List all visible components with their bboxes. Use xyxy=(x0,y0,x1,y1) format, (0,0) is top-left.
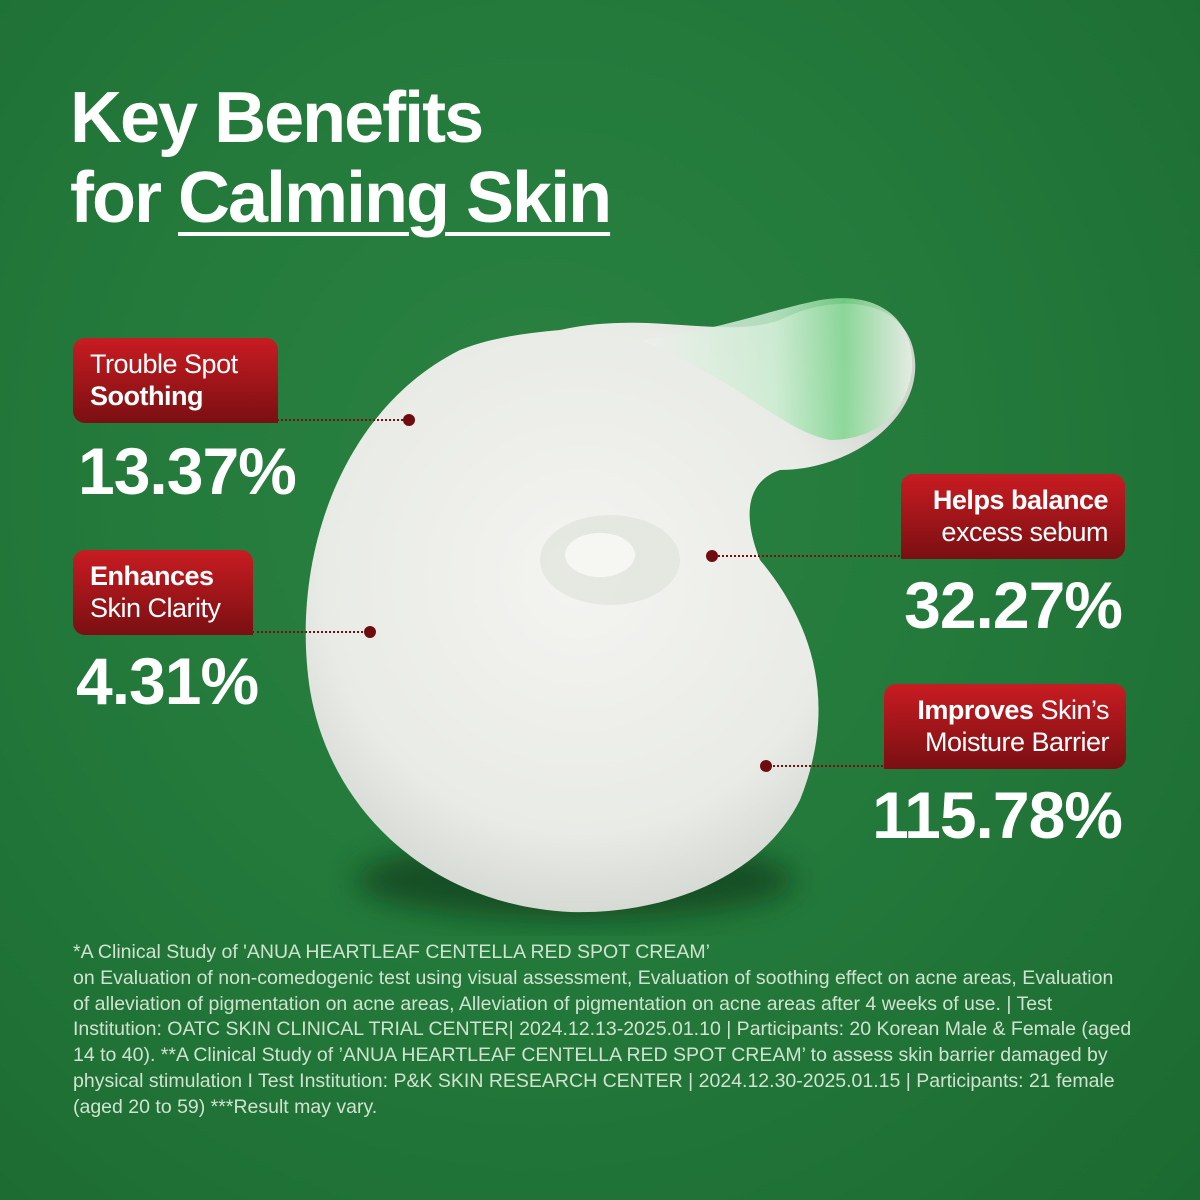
label-text: Skin Clarity xyxy=(90,593,221,623)
benefit-label-sebum: Helps balance excess sebum xyxy=(901,474,1125,559)
leader-line xyxy=(770,765,886,767)
page-title: Key Benefits for Calming Skin xyxy=(70,78,612,238)
label-text-bold: Helps balance xyxy=(932,485,1109,515)
leader-line xyxy=(277,419,407,421)
benefit-value: 32.27% xyxy=(904,568,1123,642)
label-text: Moisture Barrier xyxy=(924,727,1110,757)
marker-dot xyxy=(760,760,772,772)
title-underlined: Calming Skin xyxy=(177,158,612,238)
benefit-label-skin-clarity: Enhances Skin Clarity xyxy=(73,550,253,635)
label-text-bold: Soothing xyxy=(90,381,203,411)
label-text: Trouble Spot xyxy=(90,349,238,379)
benefit-value: 4.31% xyxy=(76,644,259,718)
title-line-1: Key Benefits xyxy=(70,78,484,158)
leader-line xyxy=(252,631,367,633)
label-text-bold: Enhances xyxy=(90,561,214,591)
benefit-value: 115.78% xyxy=(872,778,1123,852)
leader-line xyxy=(714,555,904,557)
label-text-bold: Improves xyxy=(917,695,1034,725)
label-text: excess sebum xyxy=(941,517,1108,547)
benefit-value: 13.37% xyxy=(78,434,297,508)
benefit-label-trouble-spot: Trouble Spot Soothing xyxy=(73,338,278,423)
marker-dot xyxy=(403,414,415,426)
benefit-label-moisture-barrier: Improves Skin’s Moisture Barrier xyxy=(884,684,1126,769)
marker-dot xyxy=(706,550,718,562)
clinical-study-footnote: *A Clinical Study of 'ANUA HEARTLEAF CEN… xyxy=(73,941,1132,1118)
title-line-2-prefix: for xyxy=(70,158,178,238)
marker-dot xyxy=(364,626,376,638)
label-text: Skin’s xyxy=(1033,695,1109,725)
